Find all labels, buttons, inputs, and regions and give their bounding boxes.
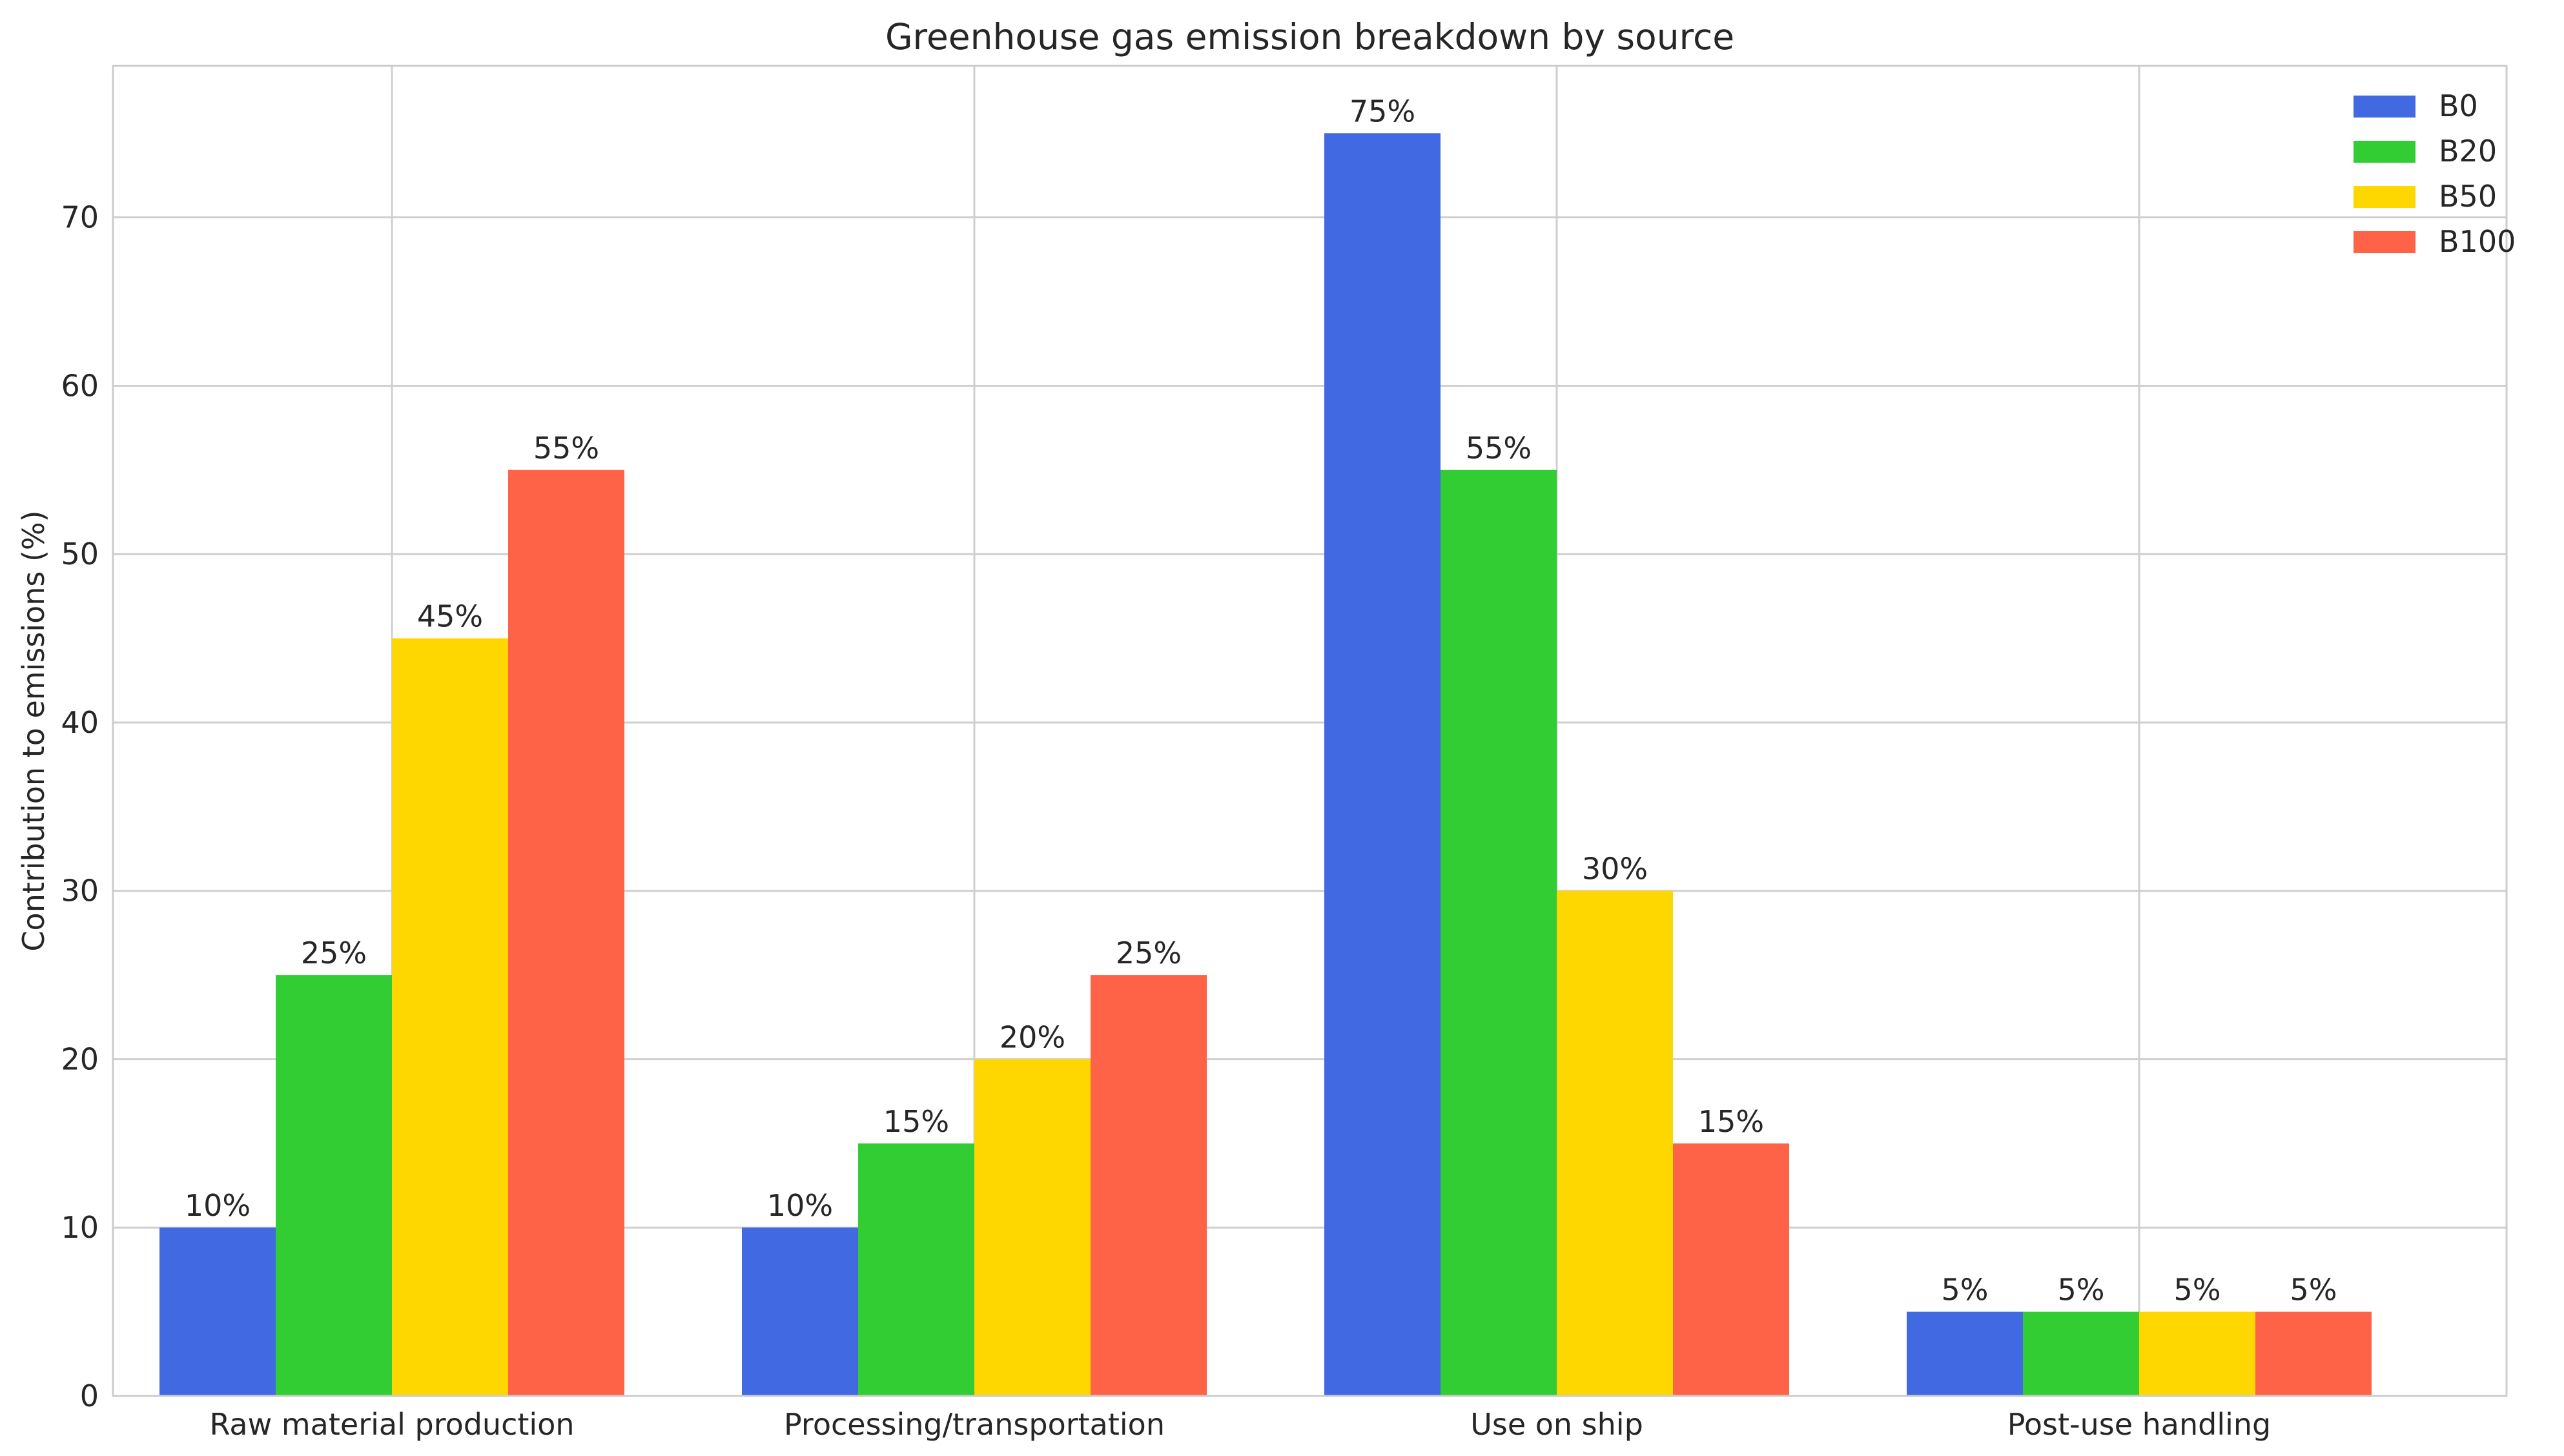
bar xyxy=(2255,1311,2372,1396)
legend-swatch xyxy=(2354,186,2415,208)
bar xyxy=(1907,1311,2023,1396)
y-tick-label: 20 xyxy=(61,1041,99,1076)
legend-label: B50 xyxy=(2439,179,2497,214)
legend-label: B0 xyxy=(2439,88,2478,123)
data-label: 55% xyxy=(533,431,599,466)
y-tick-label: 0 xyxy=(80,1379,99,1413)
data-label: 75% xyxy=(1349,94,1415,128)
plot-frame xyxy=(112,65,2508,1397)
data-label: 45% xyxy=(417,599,483,634)
bar xyxy=(508,469,624,1397)
bar xyxy=(1441,469,1557,1397)
data-label: 20% xyxy=(1000,1020,1065,1054)
legend: B0 B20 B50 B100 xyxy=(2354,88,2516,259)
x-tick-label: Post-use handling xyxy=(2007,1407,2272,1442)
data-label: 5% xyxy=(2174,1273,2221,1307)
data-label: 25% xyxy=(1116,936,1182,970)
chart-title: Greenhouse gas emission breakdown by sou… xyxy=(885,16,1734,57)
data-label: 5% xyxy=(1942,1273,1989,1307)
y-axis-label: Contribution to emissions (%) xyxy=(16,510,51,951)
data-label: 30% xyxy=(1582,852,1648,887)
bar xyxy=(392,638,508,1396)
data-labels: 10% 10% 75% 5% 25% 15% 55% 5% 45% 20% 30% 5% 55% 25% 1… xyxy=(185,94,2337,1307)
y-axis-ticks: 0 10 20 30 40 50 60 70 xyxy=(61,200,99,1413)
legend-label: B20 xyxy=(2439,134,2497,169)
y-tick-label: 10 xyxy=(61,1210,99,1245)
bar xyxy=(1091,975,1207,1396)
bar xyxy=(276,975,392,1396)
bar xyxy=(858,1143,974,1396)
legend-label: B100 xyxy=(2439,224,2516,259)
bar xyxy=(742,1227,858,1396)
x-axis-ticks: Raw material production Processing/transp… xyxy=(209,1407,2271,1442)
data-label: 15% xyxy=(1698,1104,1764,1139)
x-tick-label: Processing/transportation xyxy=(784,1407,1165,1442)
bar xyxy=(159,1227,276,1396)
data-label: 10% xyxy=(767,1188,833,1223)
y-tick-label: 50 xyxy=(61,537,99,571)
bar xyxy=(2023,1311,2139,1396)
data-label: 5% xyxy=(2290,1273,2337,1307)
bar xyxy=(1557,890,1673,1396)
legend-swatch xyxy=(2354,141,2415,163)
data-label: 15% xyxy=(883,1104,949,1139)
data-label: 10% xyxy=(185,1188,251,1223)
x-tick-label: Use on ship xyxy=(1470,1407,1643,1442)
data-label: 5% xyxy=(2058,1273,2105,1307)
bars xyxy=(159,133,2372,1397)
y-tick-label: 60 xyxy=(61,368,99,403)
x-tick-label: Raw material production xyxy=(209,1407,574,1442)
legend-swatch xyxy=(2354,231,2415,253)
y-tick-label: 40 xyxy=(61,705,99,740)
bar xyxy=(974,1059,1091,1396)
bar xyxy=(1673,1143,1789,1396)
legend-swatch xyxy=(2354,96,2415,118)
bar xyxy=(2139,1311,2255,1396)
bar xyxy=(1324,133,1441,1396)
data-label: 25% xyxy=(301,936,367,970)
y-tick-label: 30 xyxy=(61,874,99,908)
data-label: 55% xyxy=(1466,431,1532,466)
y-tick-label: 70 xyxy=(61,200,99,235)
